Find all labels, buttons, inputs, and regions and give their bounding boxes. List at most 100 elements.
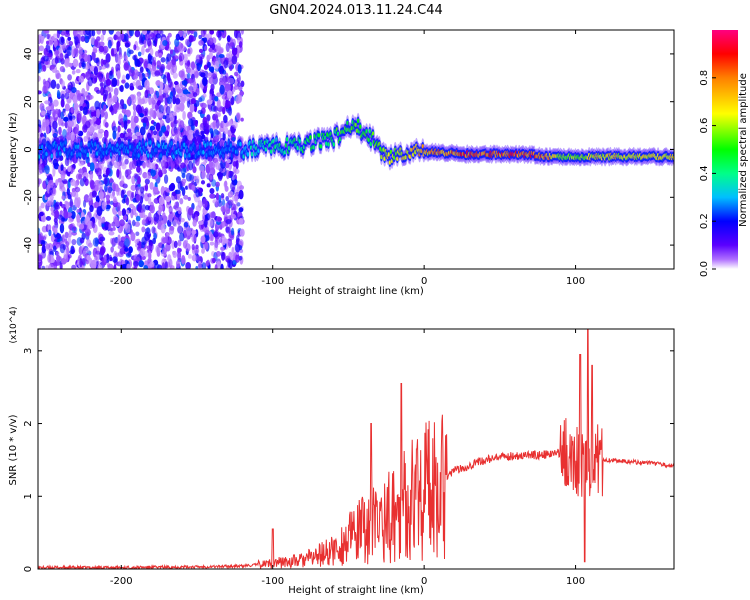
spectrogram-cell [146, 38, 152, 47]
spectrogram-cell [359, 124, 362, 129]
spectrogram-cell [179, 232, 185, 242]
spectrogram-cell [206, 212, 210, 221]
spectrogram-cell [230, 214, 237, 219]
spectrogram-cell [177, 181, 183, 190]
spectrogram-cell [198, 165, 205, 172]
spectrogram-cell [107, 99, 112, 108]
spectrogram-cell [178, 124, 183, 132]
spectrogram-cell [221, 220, 226, 228]
spectrogram-cell [60, 31, 66, 36]
spectrogram-cell [195, 129, 200, 138]
spectrogram-cell [195, 188, 200, 198]
spectrogram-cell [191, 61, 196, 70]
spectrogram-cell [214, 134, 220, 142]
spectrogram-cell [50, 206, 54, 212]
spectrogram-cell [52, 99, 59, 107]
spectrogram-cell [128, 203, 135, 209]
spectrogram-cell [169, 114, 174, 123]
spectrogram-cell [239, 185, 245, 190]
spectrogram-cell [215, 198, 220, 207]
spectrogram-cell [195, 175, 200, 185]
spectrogram-cell [46, 33, 50, 40]
spectrogram-cell [49, 64, 55, 70]
spectrogram-cell [220, 246, 226, 251]
spectrogram-cell [110, 194, 114, 199]
spectrogram-cell [107, 186, 113, 194]
spectrogram-cell [149, 47, 154, 56]
spectrogram-cell [77, 144, 80, 150]
spectrogram-cell [98, 190, 104, 200]
spectrogram-cell [113, 161, 120, 169]
spectrogram-cell [80, 258, 86, 266]
spectrogram-cell [158, 196, 165, 206]
spectrogram-cell [153, 59, 157, 67]
spectrogram-cell [56, 83, 60, 90]
spectrogram-cell [317, 133, 321, 138]
spectrogram-cell [117, 250, 124, 258]
spectrogram-cell [155, 80, 161, 86]
spectrogram-cell [105, 167, 110, 176]
spectrogram-cell [101, 201, 107, 211]
spectrogram-cell [62, 180, 68, 185]
spectrogram-cell [147, 196, 152, 205]
spectrogram-cell [123, 62, 130, 71]
spectrogram-cell [108, 223, 112, 230]
spectrogram-cell [91, 153, 95, 159]
spectrogram-cell [138, 248, 142, 253]
spectrogram-cell [174, 105, 178, 114]
spectrogram-x-axis-label: Height of straight line (km) [288, 286, 424, 297]
spectrogram-cell [89, 180, 96, 190]
spectrogram-cell [44, 164, 50, 175]
spectrogram-cell [110, 246, 114, 253]
spectrogram-cell [86, 130, 91, 141]
spectrogram-cell [178, 212, 182, 222]
spectrogram-cell [101, 241, 105, 248]
spectrogram-cell [113, 264, 117, 269]
spectrogram-cell [188, 153, 191, 158]
spectrogram-cell [103, 143, 106, 149]
spectrogram-cell [48, 229, 52, 237]
spectrogram-cell [38, 33, 43, 40]
spectrogram-cell [162, 115, 167, 120]
spectrogram-cell [116, 168, 120, 178]
spectrogram-cell [145, 171, 152, 180]
spectrogram-cell [131, 191, 135, 199]
spectrogram-cell [231, 175, 235, 181]
spectrogram-cell [175, 157, 179, 167]
spectrogram-cell [64, 92, 70, 100]
snr-y-axis-label: SNR (10 * v/v) [8, 414, 19, 485]
spectrogram-cell [218, 53, 225, 59]
spectrogram-cell [170, 141, 173, 146]
spectrogram-cell [129, 161, 133, 171]
spectrogram-cell [240, 30, 244, 35]
spectrogram-cell [222, 106, 226, 115]
spectrogram-cell [239, 141, 242, 147]
spectrogram-cell [139, 186, 145, 194]
spectrogram-cell [68, 229, 72, 238]
spectrogram-cell [188, 93, 193, 99]
spectrogram-cell [164, 130, 170, 137]
spectrogram-cell [131, 175, 136, 185]
spectrogram-cell [79, 105, 84, 112]
spectrogram-cell [176, 88, 182, 94]
spectrogram-cell [144, 250, 149, 258]
spectrogram-cell [165, 85, 170, 94]
spectrogram-cell [117, 125, 121, 133]
spectrogram-cell [84, 30, 91, 36]
spectrogram-cell [175, 189, 181, 195]
y-tick-label: 40 [23, 48, 34, 61]
spectrogram-cell [121, 79, 126, 84]
spectrogram-cell [237, 63, 242, 74]
spectrogram-cell [46, 52, 53, 58]
spectrogram-cell [111, 237, 118, 246]
spectrogram-cell [217, 112, 221, 117]
spectrogram-cell [319, 144, 323, 149]
spectrogram-cell [64, 120, 68, 129]
spectrogram-cell [136, 165, 141, 173]
spectrogram-cell [235, 234, 240, 244]
spectrogram-cell [60, 203, 67, 209]
spectrogram-cell [107, 263, 114, 269]
spectrogram-cell [116, 70, 121, 80]
spectrogram-cell [136, 176, 141, 185]
spectrogram-cell [132, 54, 137, 61]
